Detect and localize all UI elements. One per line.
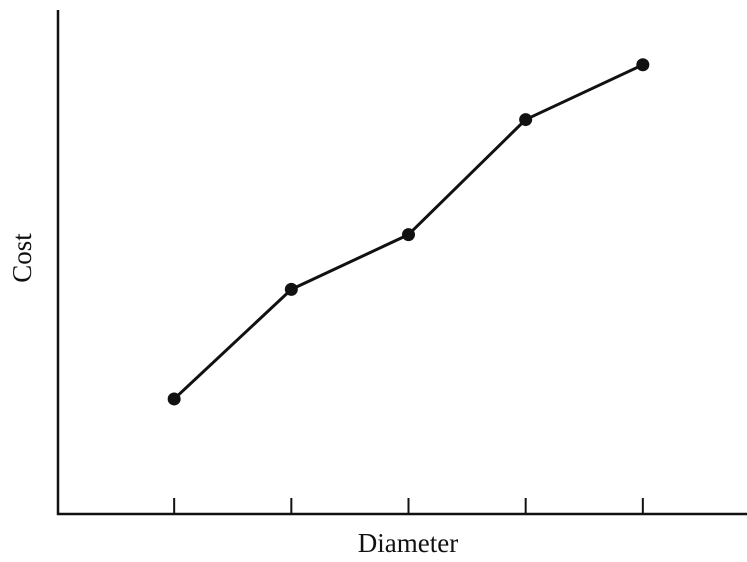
x-axis-title: Diameter — [358, 528, 458, 558]
y-axis-title: Cost — [7, 233, 37, 283]
series-group — [167, 58, 650, 406]
data-point-4 — [519, 113, 533, 127]
data-point-1 — [167, 392, 181, 406]
axes — [56, 10, 747, 516]
data-point-2 — [284, 282, 298, 296]
data-point-5 — [636, 58, 650, 72]
x-ticks — [173, 498, 644, 514]
data-point-3 — [402, 228, 415, 242]
